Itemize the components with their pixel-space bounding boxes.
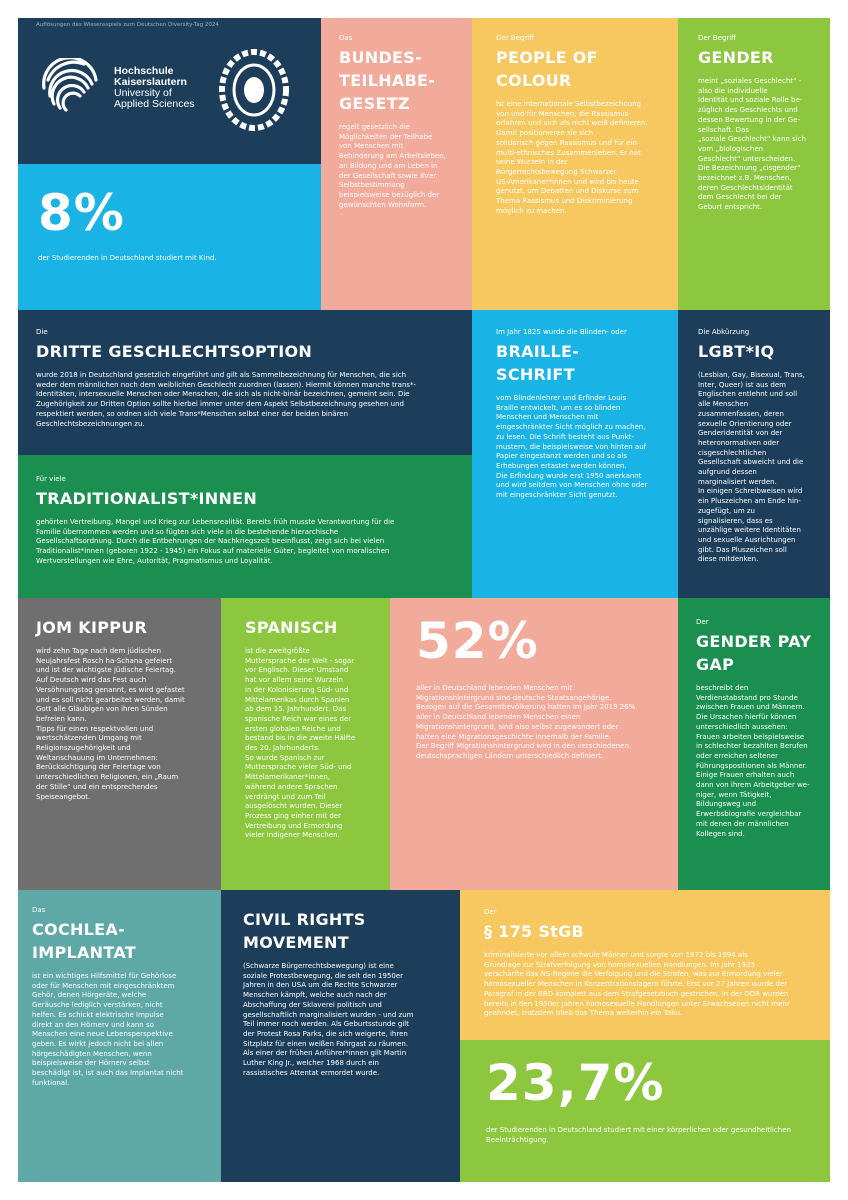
paygap-body: beschreibt den Verdienstabstand pro Stun… (696, 684, 810, 838)
cochlea-tile: Das COCHLEA- IMPLANTAT ist ein wichtiges… (18, 890, 221, 1182)
teilhabe-pre: Das (339, 34, 353, 42)
lgbt-body: (Lesbian, Gay, Bisexual, Trans, Inter, Q… (698, 371, 805, 564)
poc-pre: Der Begriff (496, 34, 534, 42)
diversity-badge-icon (219, 49, 289, 131)
fingerprint-logo-icon (42, 58, 98, 112)
paygap-pre: Der (696, 618, 709, 626)
civil-body: (Schwarze Bürgerrechtsbewegung) ist eine… (243, 962, 414, 1077)
stat-52-text: aller in Deutschland lebenden Menschen m… (416, 684, 636, 760)
spanisch-tile: SPANISCH ist die zweitgrößte Muttersprac… (221, 598, 390, 890)
diversity-badge (218, 48, 290, 132)
dritte-tile: Die DRITTE GESCHLECHTSOPTION wurde 2018 … (18, 310, 472, 455)
traditionalist-pre: Für viele (36, 475, 66, 483)
gender-pre: Der Begriff (698, 34, 736, 42)
teilhabe-title: BUNDES- TEILHABE- GESETZ (339, 48, 436, 113)
stat-52-tile: 52% aller in Deutschland lebenden Mensch… (390, 598, 678, 890)
logo-line3: University of (114, 87, 172, 99)
spanisch-title: SPANISCH (245, 618, 338, 637)
stat-8-tile: 8% der Studierenden in Deutschland studi… (18, 164, 321, 310)
poc-body: ist eine internationale Selbstbezeichnun… (496, 100, 648, 215)
lgbt-tile: Die Abkürzung LGBT*IQ (Lesbian, Gay, Bis… (678, 310, 830, 598)
stgb-tile: Der § 175 StGB kriminalisierte vor allem… (460, 890, 830, 1040)
stat-8-value: 8% (38, 184, 125, 242)
civil-title: CIVIL RIGHTS MOVEMENT (243, 910, 366, 952)
traditionalist-title: TRADITIONALIST*INNEN (36, 489, 258, 508)
traditionalist-tile: Für viele TRADITIONALIST*INNEN gehörten … (18, 455, 472, 598)
logo-line2: Kaiserslautern (114, 76, 187, 88)
dritte-body: wurde 2018 in Deutschland gesetzlich ein… (36, 371, 417, 428)
logo-tile (18, 18, 321, 164)
stat-237-value: 23,7% (486, 1054, 665, 1112)
cochlea-pre: Das (32, 906, 46, 914)
jom-body: wird zehn Tage nach dem jüdischen Neujah… (36, 647, 185, 801)
lgbt-title: LGBT*IQ (698, 342, 775, 361)
spanisch-body: ist die zweitgrößte Muttersprache der We… (245, 647, 356, 840)
braille-tile: Im Jahr 1825 wurde die Blinden- oder BRA… (472, 310, 678, 598)
stat-52-value: 52% (416, 612, 539, 670)
hochschule-logo: Hochschule Kaiserslautern University of … (40, 58, 195, 118)
stgb-body: kriminalisierte vor allem schwule Männer… (484, 951, 790, 1018)
header-note: Auflösungen des Wissensspiels zum Deutsc… (36, 22, 219, 28)
hochschule-name: Hochschule Kaiserslautern University of … (114, 66, 195, 110)
civil-tile: CIVIL RIGHTS MOVEMENT (Schwarze Bürgerre… (221, 890, 460, 1182)
teilhabe-tile: Das BUNDES- TEILHABE- GESETZ regelt gese… (321, 18, 472, 310)
poc-tile: Der Begriff PEOPLE OF COLOUR ist eine in… (472, 18, 678, 310)
logo-line4: Applied Sciences (114, 98, 195, 110)
jom-title: JOM KIPPUR (36, 618, 148, 637)
gender-tile: Der Begriff GENDER meint „soziales Gesch… (678, 18, 830, 310)
poc-title: PEOPLE OF COLOUR (496, 48, 598, 90)
stgb-title: § 175 StGB (484, 922, 585, 941)
traditionalist-body: gehörten Vertreibung, Mangel und Krieg z… (36, 518, 395, 565)
paygap-tile: Der GENDER PAY GAP beschreibt den Verdie… (678, 598, 830, 890)
braille-pre: Im Jahr 1825 wurde die Blinden- oder (496, 328, 627, 336)
braille-body: vom Blindenlehrer und Erfinder Louis Bra… (496, 394, 648, 500)
lgbt-pre: Die Abkürzung (698, 328, 750, 336)
paygap-title: GENDER PAY GAP (696, 632, 812, 674)
cochlea-title: COCHLEA- IMPLANTAT (32, 920, 136, 962)
stat-8-text: der Studierenden in Deutschland studiert… (38, 254, 217, 262)
dritte-pre: Die (36, 328, 48, 336)
stat-237-tile: 23,7% der Studierenden in Deutschland st… (460, 1040, 830, 1182)
gender-body: meint „soziales Geschlecht“ - also die i… (698, 77, 806, 212)
jom-tile: JOM KIPPUR wird zehn Tage nach dem jüdis… (18, 598, 221, 890)
cochlea-body: ist ein wichtiges Hilfsmittel für Gehörl… (32, 972, 184, 1087)
dritte-title: DRITTE GESCHLECHTSOPTION (36, 342, 313, 361)
teilhabe-body: regelt gesetzlich die Möglichkeiten der … (339, 123, 446, 209)
stat-237-text: der Studierenden in Deutschland studiert… (486, 1126, 791, 1144)
gender-title: GENDER (698, 48, 774, 67)
stgb-pre: Der (484, 908, 497, 916)
logo-line1: Hochschule (114, 65, 174, 77)
braille-title: BRAILLE- SCHRIFT (496, 342, 580, 384)
